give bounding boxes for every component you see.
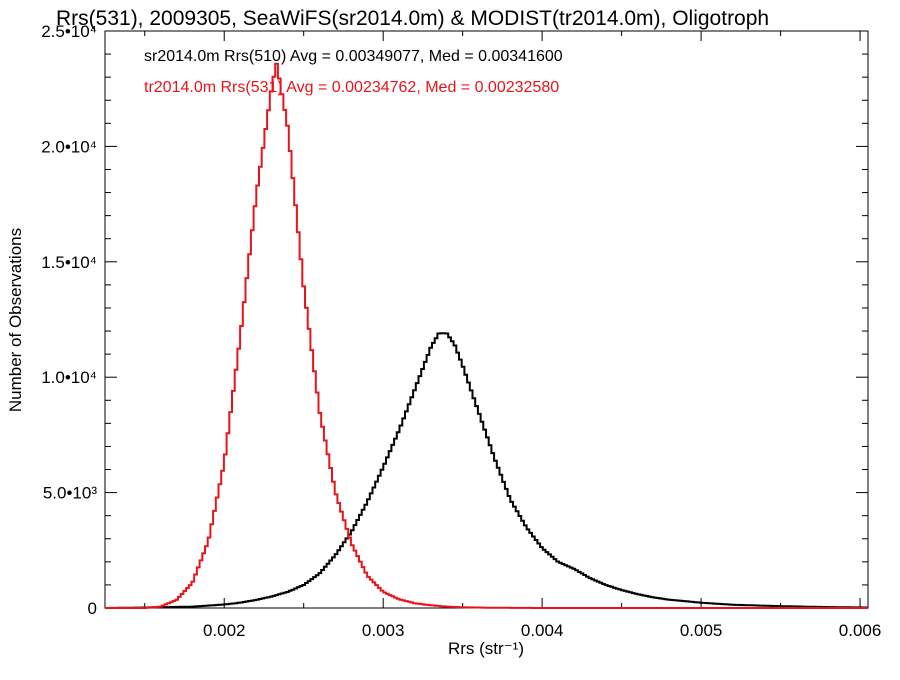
- legend-annotation-tr: tr2014.0m Rrs(531) Avg = 0.00234762, Med…: [144, 79, 559, 96]
- y-tick-label: 2.0•10⁴: [41, 137, 97, 156]
- legend-annotation-sr: sr2014.0m Rrs(510) Avg = 0.00349077, Med…: [144, 48, 563, 65]
- y-axis-title: Number of Observations: [6, 228, 25, 412]
- x-tick-label: 0.006: [839, 621, 882, 640]
- y-tick-label: 0: [88, 599, 97, 618]
- y-tick-label: 5.0•10³: [43, 484, 97, 503]
- x-axis: 0.002 0.003 0.004 0.005 0.006: [144, 31, 882, 640]
- plot-frame: [104, 30, 869, 609]
- series-layer: [105, 62, 868, 609]
- chart-title: Rrs(531), 2009305, SeaWiFS(sr2014.0m) & …: [56, 7, 769, 30]
- x-tick-label: 0.003: [362, 621, 405, 640]
- x-tick-label: 0.002: [203, 621, 246, 640]
- series-line-1: [105, 62, 868, 609]
- x-axis-title: Rrs (str⁻¹): [448, 639, 524, 658]
- y-tick-label: 1.5•10⁴: [41, 253, 97, 272]
- y-tick-label: 2.5•10⁴: [41, 22, 97, 41]
- series-line-0: [105, 332, 868, 609]
- x-tick-label: 0.004: [521, 621, 564, 640]
- y-tick-label: 1.0•10⁴: [41, 368, 97, 387]
- x-tick-label: 0.005: [680, 621, 723, 640]
- y-axis: 0 5.0•10³ 1.0•10⁴ 1.5•10⁴ 2.0•10⁴ 2.5•10⁴: [41, 22, 868, 618]
